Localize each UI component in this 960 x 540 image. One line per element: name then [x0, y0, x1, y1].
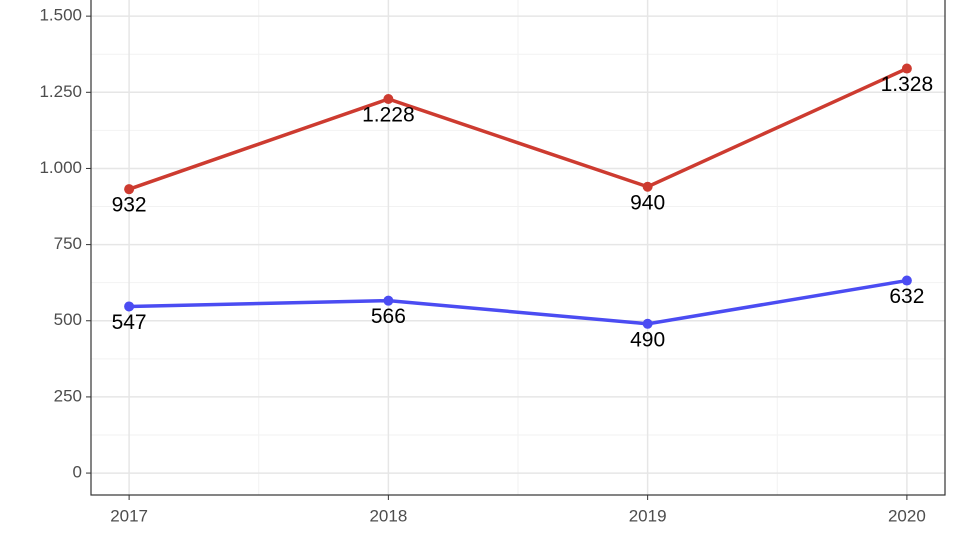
data-label: 932 — [112, 194, 147, 217]
x-tick-label: 2019 — [629, 506, 667, 525]
point — [901, 63, 912, 74]
x-tick-label: 2017 — [110, 506, 148, 525]
y-tick-label: 0 — [73, 463, 82, 482]
panel-border — [90, 0, 946, 496]
y-tick-label: 250 — [54, 386, 82, 405]
line — [129, 278, 908, 326]
data-label: 547 — [112, 311, 147, 334]
data-label: 940 — [630, 191, 665, 214]
point — [901, 275, 912, 286]
point — [383, 94, 394, 104]
data-label: 1.228 — [362, 104, 415, 127]
point — [642, 181, 653, 192]
y-tick-label: 1.000 — [39, 158, 82, 177]
point — [124, 184, 135, 195]
data-label: 566 — [371, 305, 406, 328]
data-label: 1.328 — [881, 73, 934, 96]
point — [383, 295, 394, 306]
y-tick-label: 750 — [54, 234, 82, 253]
data-label: 490 — [630, 328, 665, 351]
point — [124, 301, 135, 312]
y-tick-label: 500 — [54, 310, 82, 329]
line — [128, 66, 908, 191]
y-tick-label: 1.250 — [39, 82, 82, 101]
point — [642, 318, 653, 329]
data-label: 632 — [889, 285, 924, 308]
y-tick-label: 1.500 — [39, 6, 82, 25]
x-tick-label: 2018 — [369, 506, 407, 525]
x-tick-label: 2020 — [888, 506, 926, 525]
